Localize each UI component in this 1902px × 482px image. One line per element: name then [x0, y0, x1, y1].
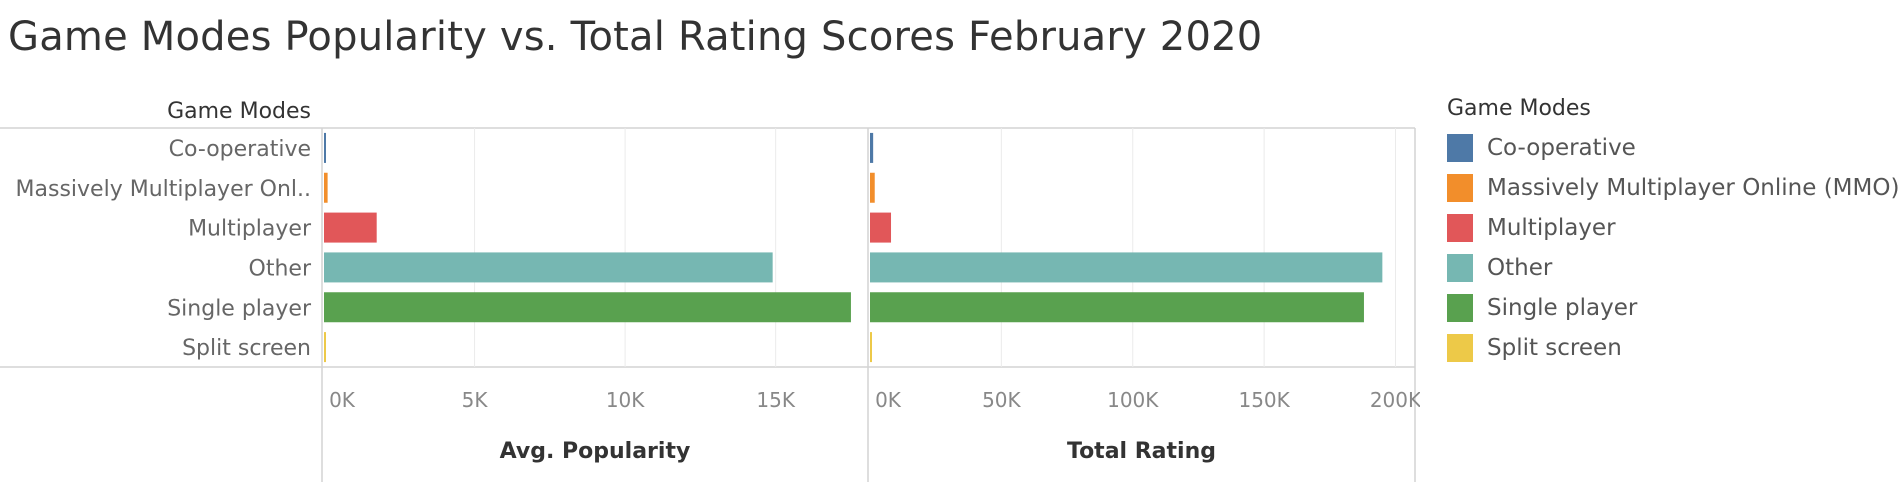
legend-item[interactable]: Co-operative [1447, 128, 1899, 168]
legend-item[interactable]: Massively Multiplayer Online (MMO) [1447, 168, 1899, 208]
bar-avg-popularity-2 [324, 212, 377, 243]
bar-total-rating-0 [870, 132, 874, 163]
category-labels: Co-operative Massively Multiplayer Onl.. M… [16, 137, 312, 361]
legend-item[interactable]: Other [1447, 248, 1899, 288]
category-label: Co-operative [169, 137, 311, 162]
legend-item[interactable]: Multiplayer [1447, 208, 1899, 248]
legend-swatch [1447, 134, 1473, 162]
bar-total-rating-3 [870, 252, 1383, 283]
tick-label: 5K [462, 388, 489, 412]
legend-swatch [1447, 254, 1473, 282]
chart-title: Game Modes Popularity vs. Total Rating S… [8, 14, 1263, 60]
tick-label: 0K [329, 388, 356, 412]
bar-total-rating-5 [870, 332, 872, 363]
legend-swatch [1447, 174, 1473, 202]
bar-avg-popularity-4 [324, 292, 851, 323]
legend-label: Other [1487, 255, 1553, 281]
category-label: Single player [167, 296, 312, 321]
chart-frame [0, 127, 1416, 482]
legend-item[interactable]: Single player [1447, 288, 1899, 328]
axis-title: Total Rating [1067, 439, 1216, 464]
legend-label: Massively Multiplayer Online (MMO) [1487, 175, 1900, 201]
bar-total-rating-4 [870, 292, 1364, 323]
category-label: Other [249, 256, 312, 281]
bar-avg-popularity-1 [324, 172, 328, 203]
legend-label: Multiplayer [1487, 215, 1616, 241]
tick-label: 100K [1107, 388, 1159, 412]
row-header: Game Modes [167, 99, 311, 124]
tick-label: 0K [875, 388, 902, 412]
bar-avg-popularity-3 [324, 252, 773, 283]
tick-label: 150K [1238, 388, 1290, 412]
tick-label: 10K [606, 388, 645, 412]
tick-label: 200K [1370, 388, 1420, 412]
tick-labels: 0K 5K 10K 15K 0K 50K 100K 150K 200K [329, 388, 1420, 412]
legend-label: Co-operative [1487, 135, 1636, 161]
legend-title: Game Modes [1447, 96, 1591, 121]
legend-items: Co-operative Massively Multiplayer Online… [1447, 128, 1899, 368]
legend: Game Modes Co-operative Massively Multipl… [1447, 96, 1899, 368]
legend-swatch [1447, 294, 1473, 322]
bar-avg-popularity-0 [324, 132, 326, 163]
legend-swatch [1447, 214, 1473, 242]
legend-label: Single player [1487, 295, 1638, 321]
legend-swatch [1447, 334, 1473, 362]
tick-label: 15K [756, 388, 795, 412]
category-label: Massively Multiplayer Onl.. [16, 177, 311, 202]
chart-area: Co-operative Massively Multiplayer Onl.. M… [0, 99, 1420, 482]
bar-avg-popularity-5 [324, 332, 326, 363]
legend-item[interactable]: Split screen [1447, 328, 1899, 368]
axis-title: Avg. Popularity [500, 439, 691, 464]
category-label: Multiplayer [188, 217, 312, 242]
tick-label: 50K [982, 388, 1021, 412]
bar-total-rating-2 [870, 212, 892, 243]
legend-label: Split screen [1487, 335, 1622, 361]
bar-total-rating-1 [870, 172, 875, 203]
bars [324, 132, 1383, 363]
category-label: Split screen [182, 336, 311, 361]
gridlines [474, 128, 1396, 367]
axis-titles: Avg. Popularity Total Rating [500, 439, 1216, 464]
